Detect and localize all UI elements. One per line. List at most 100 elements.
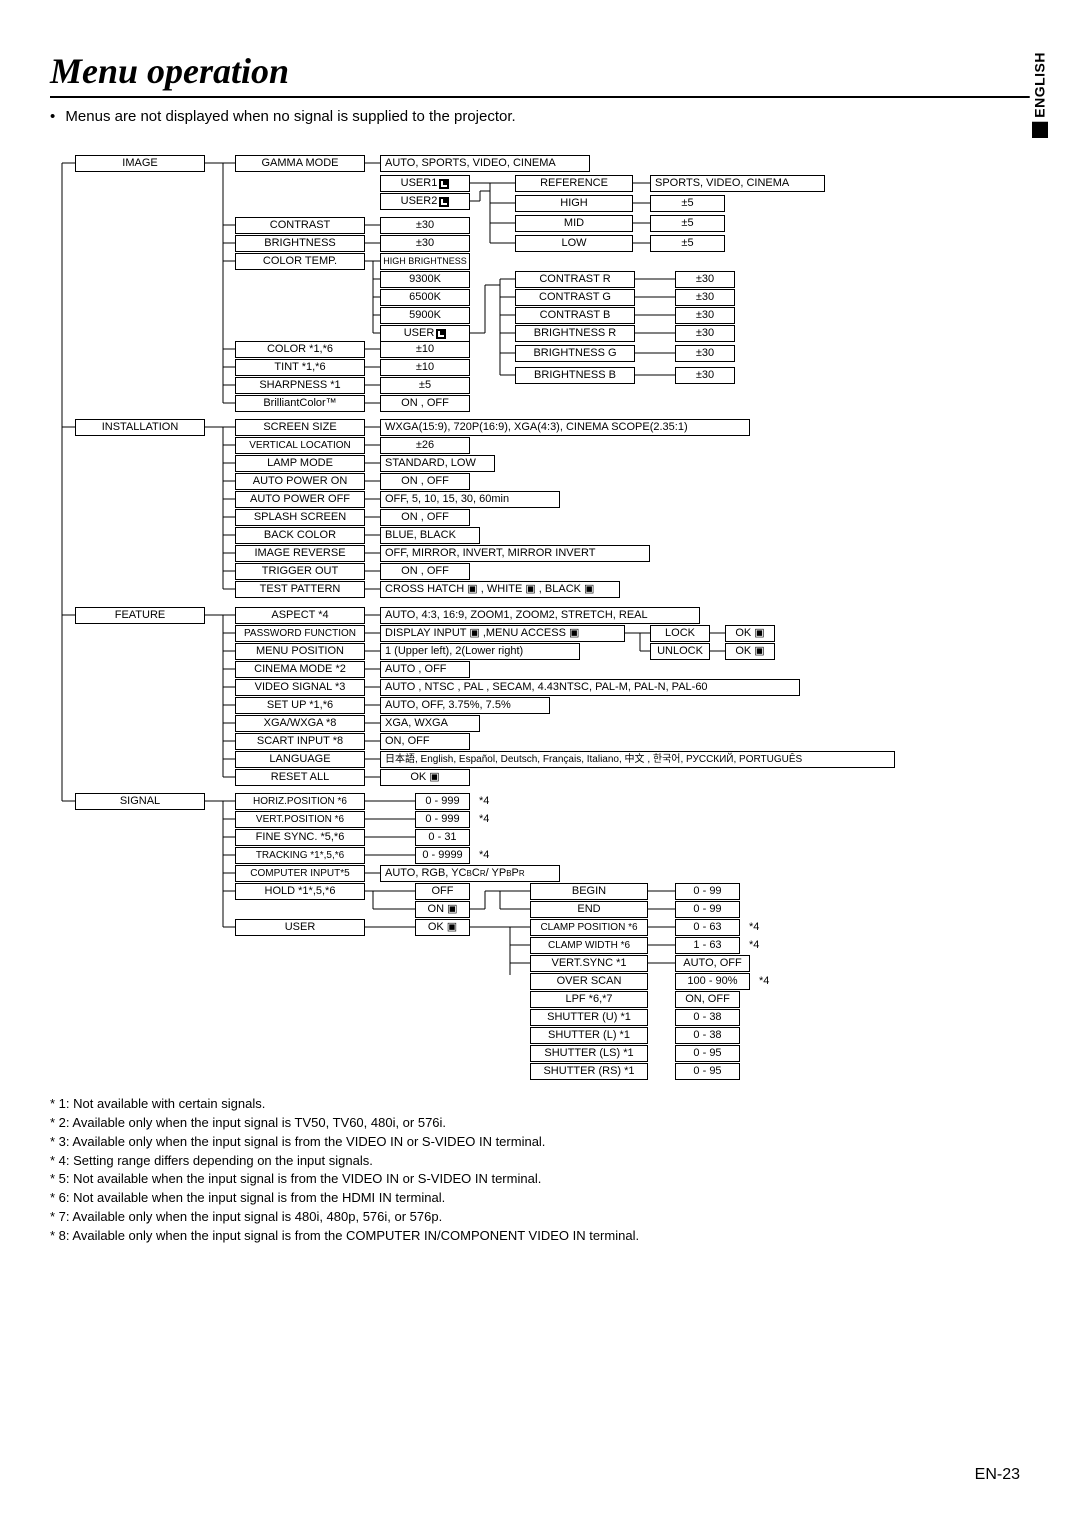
- back-color-val: BLUE, BLACK: [380, 527, 480, 544]
- aspect: ASPECT *4: [235, 607, 365, 624]
- vertical-location-val: ±26: [380, 437, 470, 454]
- computer-input-val: AUTO, RGB, YCBCR / YPBPR: [380, 865, 560, 882]
- lock: LOCK: [650, 625, 710, 642]
- password-function: PASSWORD FUNCTION: [235, 625, 365, 642]
- fine-val: 0 - 31: [415, 829, 470, 846]
- footnotes: * 1: Not available with certain signals.…: [50, 1095, 800, 1246]
- clamp-width-val: 1 - 63: [675, 937, 740, 954]
- sharpness: SHARPNESS *1: [235, 377, 365, 394]
- ct-9300k: 9300K: [380, 271, 470, 288]
- shutter-rs-val: 0 - 95: [675, 1063, 740, 1080]
- low: LOW: [515, 235, 633, 252]
- unlock-ok: OK ▣: [725, 643, 775, 660]
- over-scan: OVER SCAN: [530, 973, 648, 990]
- ct-user: USER: [380, 325, 470, 342]
- high: HIGH: [515, 195, 633, 212]
- gamma-mode-values: AUTO, SPORTS, VIDEO, CINEMA: [380, 155, 590, 172]
- page-title: Menu operation: [50, 50, 1030, 98]
- clamp-width-note: *4: [745, 937, 763, 954]
- back-color: BACK COLOR: [235, 527, 365, 544]
- enter-icon: [439, 179, 449, 189]
- brilliant-val: ON , OFF: [380, 395, 470, 412]
- menu-position-val: 1 (Upper left), 2(Lower right): [380, 643, 580, 660]
- high-val: ±5: [650, 195, 725, 212]
- contrast-g: CONTRAST G: [515, 289, 635, 306]
- lock-ok: OK ▣: [725, 625, 775, 642]
- tracking: TRACKING *1*,5,*6: [235, 847, 365, 864]
- gamma-user2: USER2: [380, 193, 470, 210]
- brightness-val: ±30: [380, 235, 470, 252]
- screen-size-val: WXGA(15:9), 720P(16:9), XGA(4:3), CINEMA…: [380, 419, 750, 436]
- xga-wxga-val: XGA, WXGA: [380, 715, 480, 732]
- auto-power-on: AUTO POWER ON: [235, 473, 365, 490]
- ct-6500k: 6500K: [380, 289, 470, 306]
- color: COLOR *1,*6: [235, 341, 365, 358]
- password-val: DISPLAY INPUT ▣ ,MENU ACCESS ▣: [380, 625, 625, 642]
- vert-val: 0 - 999: [415, 811, 470, 828]
- menu-tree-diagram: IMAGE INSTALLATION FEATURE SIGNAL GAMMA …: [50, 155, 1030, 975]
- brightness-b-val: ±30: [675, 367, 735, 384]
- video-signal: VIDEO SIGNAL *3: [235, 679, 365, 696]
- cat-image: IMAGE: [75, 155, 205, 172]
- high-brightness: HIGH BRIGHTNESS: [380, 253, 470, 270]
- lpf-val: ON, OFF: [675, 991, 740, 1008]
- over-scan-val: 100 - 90%: [675, 973, 750, 990]
- shutter-u: SHUTTER (U) *1: [530, 1009, 648, 1026]
- clamp-width: CLAMP WIDTH *6: [530, 937, 648, 954]
- brightness-g-val: ±30: [675, 345, 735, 362]
- gamma-user1: USER1: [380, 175, 470, 192]
- shutter-l-val: 0 - 38: [675, 1027, 740, 1044]
- trigger-out-val: ON , OFF: [380, 563, 470, 580]
- tracking-val: 0 - 9999: [415, 847, 470, 864]
- ct-5900k: 5900K: [380, 307, 470, 324]
- end-val: 0 - 99: [675, 901, 740, 918]
- mid: MID: [515, 215, 633, 232]
- splash-val: ON , OFF: [380, 509, 470, 526]
- shutter-l: SHUTTER (L) *1: [530, 1027, 648, 1044]
- gamma-mode: GAMMA MODE: [235, 155, 365, 172]
- tint-val: ±10: [380, 359, 470, 376]
- end: END: [530, 901, 648, 918]
- screen-size: SCREEN SIZE: [235, 419, 365, 436]
- cinema-mode-val: AUTO , OFF: [380, 661, 470, 678]
- setup: SET UP *1,*6: [235, 697, 365, 714]
- over-scan-note: *4: [755, 973, 773, 990]
- user: USER: [235, 919, 365, 936]
- auto-power-off-val: OFF, 5, 10, 15, 30, 60min: [380, 491, 560, 508]
- enter-icon: [436, 329, 446, 339]
- cat-signal: SIGNAL: [75, 793, 205, 810]
- trigger-out: TRIGGER OUT: [235, 563, 365, 580]
- shutter-rs: SHUTTER (RS) *1: [530, 1063, 648, 1080]
- language: LANGUAGE: [235, 751, 365, 768]
- page-number: EN-23: [975, 1466, 1020, 1484]
- image-reverse: IMAGE REVERSE: [235, 545, 365, 562]
- footnote-8: * 8: Available only when the input signa…: [50, 1227, 800, 1246]
- footnote-5: * 5: Not available when the input signal…: [50, 1170, 800, 1189]
- auto-power-on-val: ON , OFF: [380, 473, 470, 490]
- contrast-b: CONTRAST B: [515, 307, 635, 324]
- test-pattern-val: CROSS HATCH ▣ , WHITE ▣ , BLACK ▣: [380, 581, 620, 598]
- shutter-ls-val: 0 - 95: [675, 1045, 740, 1062]
- tint: TINT *1,*6: [235, 359, 365, 376]
- footnote-6: * 6: Not available when the input signal…: [50, 1189, 800, 1208]
- reference-val: SPORTS, VIDEO, CINEMA: [650, 175, 825, 192]
- image-reverse-val: OFF, MIRROR, INVERT, MIRROR INVERT: [380, 545, 650, 562]
- lamp-mode: LAMP MODE: [235, 455, 365, 472]
- lamp-mode-val: STANDARD, LOW: [380, 455, 495, 472]
- aspect-val: AUTO, 4:3, 16:9, ZOOM1, ZOOM2, STRETCH, …: [380, 607, 700, 624]
- vert-sync: VERT.SYNC *1: [530, 955, 648, 972]
- enter-icon: [439, 197, 449, 207]
- tracking-note: *4: [475, 847, 493, 864]
- cinema-mode: CINEMA MODE *2: [235, 661, 365, 678]
- shutter-ls: SHUTTER (LS) *1: [530, 1045, 648, 1062]
- footnote-2: * 2: Available only when the input signa…: [50, 1114, 800, 1133]
- color-temp: COLOR TEMP.: [235, 253, 365, 270]
- vert-position: VERT.POSITION *6: [235, 811, 365, 828]
- user-ok: OK ▣: [415, 919, 470, 936]
- scart-val: ON, OFF: [380, 733, 470, 750]
- shutter-u-val: 0 - 38: [675, 1009, 740, 1026]
- brilliant-color: BrilliantColor™: [235, 395, 365, 412]
- mid-val: ±5: [650, 215, 725, 232]
- computer-input: COMPUTER INPUT*5: [235, 865, 365, 882]
- auto-power-off: AUTO POWER OFF: [235, 491, 365, 508]
